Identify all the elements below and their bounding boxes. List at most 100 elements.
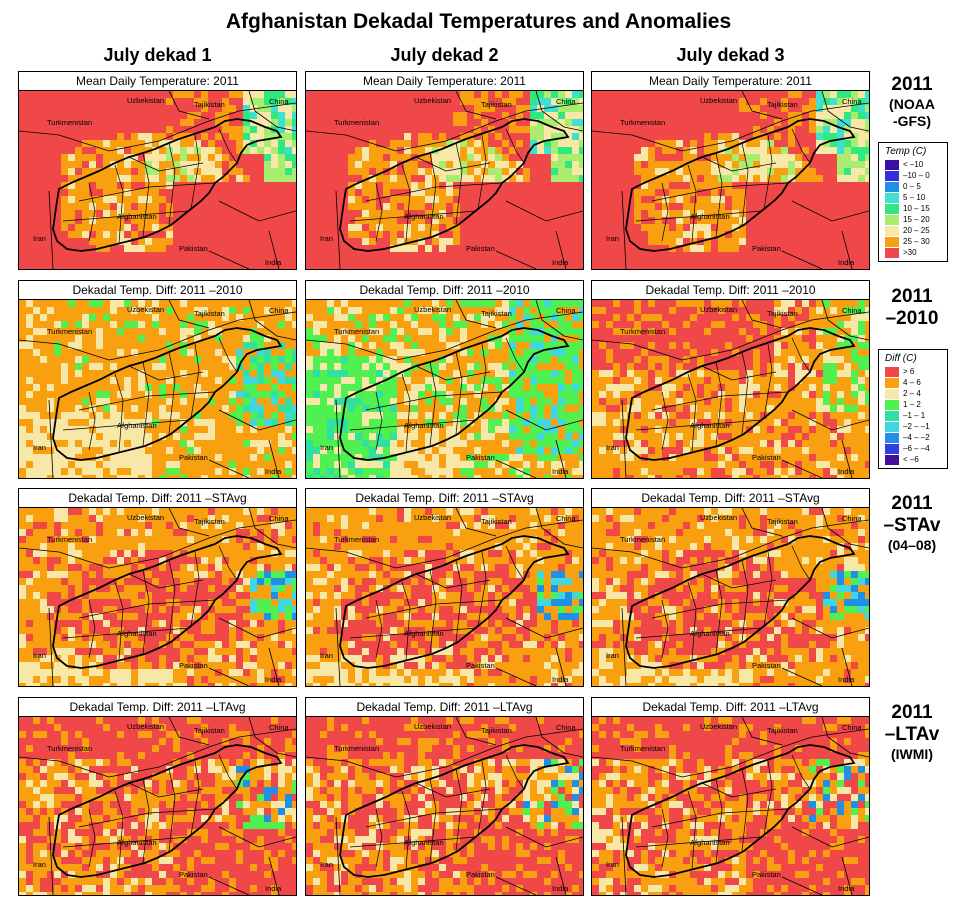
- legend-temp-label: 25 – 30: [903, 237, 930, 246]
- country-borders: [19, 300, 296, 478]
- legend-temperature-title: Temp (C): [885, 146, 927, 157]
- afghanistan-border: [52, 744, 283, 878]
- map-label-uzbekistan: Uzbekistan: [127, 722, 164, 731]
- map-label-tajikistan: Tajikistan: [767, 726, 798, 735]
- province-boundaries: [635, 545, 811, 661]
- map-label-tajikistan: Tajikistan: [194, 517, 225, 526]
- map-label-pakistan: Pakistan: [466, 244, 495, 253]
- map-label-uzbekistan: Uzbekistan: [700, 305, 737, 314]
- map-area: Uzbekistan Tajikistan China Turkmenistan Afg…: [592, 508, 869, 686]
- map-area: Uzbekistan Tajikistan China Turkmenistan Afg…: [306, 91, 583, 269]
- map-label-india: India: [265, 467, 282, 476]
- map-label-india: India: [552, 675, 569, 684]
- country-borders: [306, 508, 583, 686]
- map-area: Uzbekistan Tajikistan China Turkmenistan Afg…: [19, 91, 296, 269]
- legend-temp-label: 15 – 20: [903, 215, 930, 224]
- legend-temp-item: < –10: [879, 159, 947, 170]
- map-label-china: China: [842, 306, 862, 315]
- map-label-uzbekistan: Uzbekistan: [414, 513, 451, 522]
- map-canvas: Uzbekistan Tajikistan China Turkmenistan Afg…: [592, 91, 869, 269]
- afghanistan-border: [625, 118, 856, 252]
- afghanistan-border: [339, 327, 570, 461]
- panel-title: Dekadal Temp. Diff: 2011 –LTAvg: [306, 698, 583, 717]
- map-area: Uzbekistan Tajikistan China Turkmenistan Afg…: [306, 508, 583, 686]
- country-borders: [592, 300, 869, 478]
- map-label-india: India: [838, 258, 855, 267]
- country-borders: [592, 717, 869, 895]
- map-label-pakistan: Pakistan: [752, 661, 781, 670]
- afghanistan-border: [339, 535, 570, 669]
- country-borders: [19, 91, 296, 269]
- map-label-tajikistan: Tajikistan: [767, 309, 798, 318]
- map-label-pakistan: Pakistan: [466, 870, 495, 879]
- map-label-afghanistan: Afghanistan: [690, 212, 730, 221]
- map-label-india: India: [838, 467, 855, 476]
- map-canvas: Uzbekistan Tajikistan China Turkmenistan Afg…: [592, 300, 869, 478]
- panel-title: Dekadal Temp. Diff: 2011 –STAvg: [306, 489, 583, 508]
- map-label-turkmenistan: Turkmenistan: [334, 327, 379, 336]
- legend-diff-item: 1 – 2: [879, 399, 947, 410]
- map-area: Uzbekistan Tajikistan China Turkmenistan Afg…: [592, 300, 869, 478]
- map-label-pakistan: Pakistan: [466, 453, 495, 462]
- map-label-tajikistan: Tajikistan: [194, 726, 225, 735]
- legend-temp-item: 0 – 5: [879, 181, 947, 192]
- map-panel: Dekadal Temp. Diff: 2011 –STAvg Uzbekista…: [18, 488, 297, 687]
- province-boundaries: [349, 337, 525, 453]
- map-label-pakistan: Pakistan: [179, 870, 208, 879]
- legend-temp-swatch: [885, 225, 899, 236]
- map-label-iran: Iran: [320, 443, 333, 452]
- map-panel: Dekadal Temp. Diff: 2011 –2010 Uzbekistan…: [591, 280, 870, 479]
- map-panel: Dekadal Temp. Diff: 2011 –2010 Uzbekistan…: [305, 280, 584, 479]
- map-label-iran: Iran: [320, 234, 333, 243]
- legend-difference: Diff (C) > 6 4 – 6 2 – 4 1 – 2 –1 – 1 –2 – –1…: [878, 349, 948, 469]
- column-header-dekad-3: July dekad 3: [676, 45, 785, 65]
- afghanistan-border: [339, 744, 570, 878]
- map-panel: Dekadal Temp. Diff: 2011 –LTAvg Uzbekista…: [18, 697, 297, 896]
- afghanistan-border: [625, 535, 856, 669]
- map-label-india: India: [838, 675, 855, 684]
- map-label-china: China: [269, 723, 289, 732]
- map-canvas: Uzbekistan Tajikistan China Turkmenistan Afg…: [592, 508, 869, 686]
- legend-diff-label: –4 – –2: [903, 433, 930, 442]
- map-label-afghanistan: Afghanistan: [117, 838, 157, 847]
- legend-temp-label: < –10: [903, 160, 924, 169]
- map-canvas: Uzbekistan Tajikistan China Turkmenistan Afg…: [306, 508, 583, 686]
- map-label-iran: Iran: [606, 234, 619, 243]
- map-label-china: China: [269, 97, 289, 106]
- map-label-india: India: [552, 258, 569, 267]
- map-panel: Mean Daily Temperature: 2011 Uzbekistan Ta…: [18, 71, 297, 270]
- map-label-pakistan: Pakistan: [179, 453, 208, 462]
- legend-diff-label: 1 – 2: [903, 400, 921, 409]
- panel-title: Dekadal Temp. Diff: 2011 –2010: [592, 281, 869, 300]
- country-borders: [592, 91, 869, 269]
- legend-temp-swatch: [885, 159, 899, 170]
- map-label-uzbekistan: Uzbekistan: [414, 722, 451, 731]
- legend-temp-label: 10 – 15: [903, 204, 930, 213]
- legend-diff-item: –2 – –1: [879, 421, 947, 432]
- map-label-iran: Iran: [33, 234, 46, 243]
- legend-temp-label: 0 – 5: [903, 182, 921, 191]
- panel-title: Dekadal Temp. Diff: 2011 –2010: [306, 281, 583, 300]
- row-label-stavg: 2011 –STAv (04–08): [883, 493, 941, 553]
- map-canvas: Uzbekistan Tajikistan China Turkmenistan Afg…: [592, 717, 869, 895]
- map-label-china: China: [269, 306, 289, 315]
- legend-diff-item: 4 – 6: [879, 377, 947, 388]
- map-label-iran: Iran: [606, 860, 619, 869]
- map-label-uzbekistan: Uzbekistan: [414, 96, 451, 105]
- map-label-tajikistan: Tajikistan: [194, 309, 225, 318]
- legend-diff-item: –4 – –2: [879, 432, 947, 443]
- map-label-turkmenistan: Turkmenistan: [620, 327, 665, 336]
- row-label-2010: 2011 –2010: [885, 286, 939, 329]
- map-label-iran: Iran: [606, 443, 619, 452]
- map-area: Uzbekistan Tajikistan China Turkmenistan Afg…: [19, 508, 296, 686]
- map-label-afghanistan: Afghanistan: [404, 629, 444, 638]
- legend-diff-swatch: [885, 399, 899, 410]
- map-label-china: China: [842, 514, 862, 523]
- legend-temp-item: 10 – 15: [879, 203, 947, 214]
- province-boundaries: [635, 754, 811, 870]
- legend-diff-swatch: [885, 432, 899, 443]
- legend-temp-label: >30: [903, 248, 917, 257]
- map-label-china: China: [556, 514, 576, 523]
- page-title: Afghanistan Dekadal Temperatures and Ano…: [225, 10, 732, 33]
- province-boundaries: [62, 128, 238, 244]
